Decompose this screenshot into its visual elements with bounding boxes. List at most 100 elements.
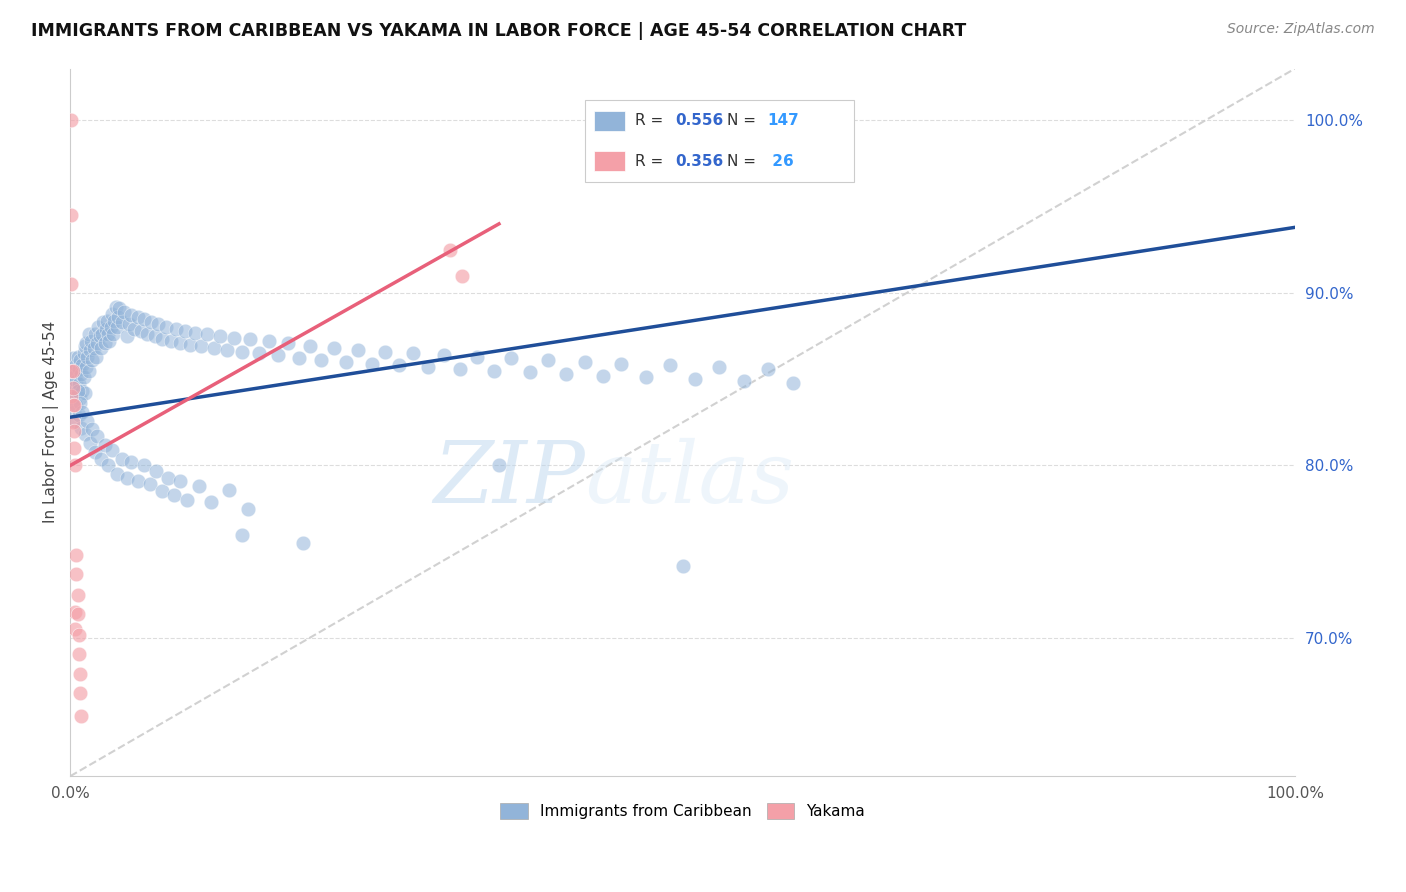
Point bbox=[65, 398, 87, 412]
Text: 0.356: 0.356 bbox=[675, 154, 724, 169]
Point bbox=[311, 353, 333, 368]
Point bbox=[402, 346, 425, 360]
Point bbox=[60, 389, 83, 403]
Point bbox=[322, 341, 344, 355]
Point bbox=[90, 451, 112, 466]
Point bbox=[118, 317, 141, 331]
Point bbox=[63, 458, 86, 473]
Point bbox=[62, 415, 84, 429]
Point bbox=[733, 374, 755, 388]
Point bbox=[200, 494, 222, 508]
Point bbox=[60, 113, 83, 128]
Text: R =: R = bbox=[636, 154, 668, 169]
Point bbox=[76, 414, 98, 428]
Point bbox=[709, 360, 731, 375]
Point bbox=[63, 368, 86, 383]
Point bbox=[159, 334, 181, 349]
Point bbox=[218, 483, 240, 497]
Point bbox=[93, 335, 115, 350]
Y-axis label: In Labor Force | Age 45-54: In Labor Force | Age 45-54 bbox=[44, 321, 59, 524]
Point bbox=[121, 455, 143, 469]
Point bbox=[150, 484, 173, 499]
Point bbox=[66, 607, 89, 621]
Text: 26: 26 bbox=[768, 154, 794, 169]
Point bbox=[111, 315, 134, 329]
Point bbox=[84, 350, 107, 364]
Point bbox=[76, 350, 98, 364]
Legend: Immigrants from Caribbean, Yakama: Immigrants from Caribbean, Yakama bbox=[494, 797, 872, 825]
Point bbox=[73, 346, 96, 360]
Point bbox=[101, 442, 124, 457]
Point bbox=[299, 339, 322, 353]
Point bbox=[66, 350, 89, 364]
Point bbox=[69, 667, 91, 681]
Point bbox=[91, 327, 114, 342]
Point bbox=[150, 333, 173, 347]
Point bbox=[62, 391, 84, 405]
Point bbox=[190, 339, 212, 353]
Point bbox=[63, 424, 86, 438]
Point bbox=[105, 320, 128, 334]
Point bbox=[67, 361, 90, 376]
Point bbox=[537, 353, 560, 368]
Point bbox=[72, 359, 94, 373]
Point bbox=[139, 315, 162, 329]
Text: N =: N = bbox=[727, 154, 761, 169]
Point bbox=[165, 322, 187, 336]
Point bbox=[291, 536, 314, 550]
Point bbox=[70, 367, 93, 381]
Point bbox=[103, 313, 125, 327]
Point bbox=[66, 384, 89, 399]
Point bbox=[107, 310, 129, 324]
Bar bbox=[595, 152, 626, 171]
Point bbox=[208, 329, 231, 343]
Point bbox=[79, 436, 101, 450]
Point bbox=[69, 686, 91, 700]
Point bbox=[83, 341, 105, 355]
Point bbox=[121, 309, 143, 323]
Point bbox=[73, 427, 96, 442]
Point bbox=[63, 414, 86, 428]
Point bbox=[360, 357, 382, 371]
Point bbox=[139, 477, 162, 491]
Point bbox=[439, 243, 461, 257]
Point bbox=[66, 588, 89, 602]
Point bbox=[148, 317, 170, 331]
Point bbox=[136, 327, 159, 342]
Point bbox=[127, 310, 149, 324]
Point bbox=[89, 329, 111, 343]
Point bbox=[184, 326, 207, 340]
Point bbox=[70, 708, 93, 723]
Point bbox=[574, 355, 596, 369]
Point bbox=[82, 422, 104, 436]
Point bbox=[86, 429, 108, 443]
Point bbox=[672, 558, 695, 573]
Point bbox=[202, 341, 225, 355]
Point bbox=[98, 334, 121, 349]
Point bbox=[63, 398, 86, 412]
Point bbox=[73, 386, 96, 401]
Point bbox=[62, 363, 84, 377]
Point bbox=[179, 337, 201, 351]
Point bbox=[104, 300, 127, 314]
Point bbox=[197, 327, 219, 342]
Point bbox=[187, 479, 209, 493]
Point bbox=[69, 396, 91, 410]
Point bbox=[101, 327, 124, 342]
Point bbox=[62, 381, 84, 395]
Text: N =: N = bbox=[727, 113, 761, 128]
Point bbox=[683, 372, 706, 386]
Point bbox=[347, 343, 370, 357]
Point bbox=[169, 335, 191, 350]
Point bbox=[288, 351, 311, 366]
Point bbox=[66, 388, 89, 402]
Point bbox=[488, 458, 510, 473]
Point bbox=[73, 370, 96, 384]
Text: 147: 147 bbox=[768, 113, 799, 128]
Point bbox=[129, 324, 152, 338]
Point bbox=[239, 333, 262, 347]
Point bbox=[73, 339, 96, 353]
Point bbox=[86, 335, 108, 350]
Point bbox=[592, 368, 614, 383]
Point bbox=[634, 370, 657, 384]
